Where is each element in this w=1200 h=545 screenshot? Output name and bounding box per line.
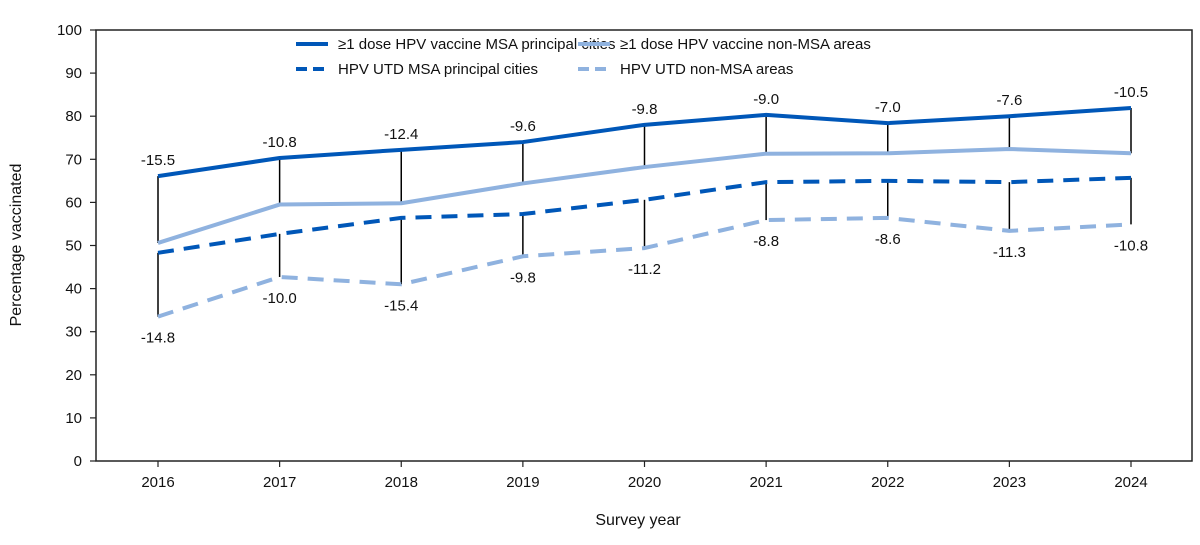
utd-difference-label: -11.2: [628, 261, 661, 278]
legend-label: ≥1 dose HPV vaccine non-MSA areas: [620, 36, 871, 53]
series-line-4: [157, 215, 1132, 319]
x-tick-label: 2023: [993, 474, 1026, 491]
y-tick-label: 20: [65, 367, 82, 384]
utd-difference-label: -14.8: [141, 330, 175, 347]
x-tick-label: 2020: [628, 474, 661, 491]
dose-difference-label: -9.8: [632, 101, 658, 118]
y-tick-label: 0: [74, 453, 82, 470]
y-axis-label: Percentage vaccinated: [8, 164, 25, 327]
dose-difference-label: -10.8: [263, 134, 297, 151]
utd-difference-label: -11.3: [993, 244, 1026, 261]
utd-difference-label: -8.8: [753, 233, 779, 250]
series-line-2: [157, 146, 1132, 245]
dose-difference-label: -7.0: [875, 99, 901, 116]
x-tick-label: 2018: [385, 474, 418, 491]
dose-difference-label: -15.5: [141, 152, 175, 169]
utd-difference-label: -8.6: [875, 231, 901, 248]
dose-difference-label: -7.6: [996, 92, 1022, 109]
series-line-1: [157, 106, 1132, 179]
y-tick-label: 80: [65, 108, 82, 125]
y-tick-label: 90: [65, 65, 82, 82]
dose-difference-label: -9.6: [510, 118, 536, 135]
y-tick-label: 70: [65, 151, 82, 168]
y-tick-label: 10: [65, 410, 82, 427]
y-tick-label: 60: [65, 194, 82, 211]
legend-label: ≥1 dose HPV vaccine MSA principal cities: [338, 36, 616, 53]
utd-difference-label: -10.0: [263, 290, 297, 307]
y-tick-label: 100: [57, 22, 82, 39]
series-line-3: [157, 175, 1132, 255]
utd-difference-label: -9.8: [510, 269, 536, 286]
x-tick-label: 2024: [1114, 474, 1147, 491]
y-tick-label: 30: [65, 324, 82, 341]
x-axis-label: Survey year: [595, 512, 681, 529]
x-tick-label: 2017: [263, 474, 296, 491]
dose-difference-label: -12.4: [384, 126, 418, 143]
legend: ≥1 dose HPV vaccine MSA principal cities…: [296, 36, 871, 78]
x-tick-label: 2016: [141, 474, 174, 491]
dose-difference-label: -10.5: [1114, 84, 1148, 101]
y-tick-label: 40: [65, 281, 82, 298]
legend-label: HPV UTD MSA principal cities: [338, 61, 538, 78]
x-tick-label: 2021: [749, 474, 782, 491]
utd-difference-label: -10.8: [1114, 237, 1148, 254]
utd-difference-label: -15.4: [384, 297, 418, 314]
x-tick-label: 2019: [506, 474, 539, 491]
y-tick-label: 50: [65, 238, 82, 255]
dose-difference-label: -9.0: [753, 91, 779, 108]
legend-label: HPV UTD non-MSA areas: [620, 61, 793, 78]
x-tick-label: 2022: [871, 474, 904, 491]
